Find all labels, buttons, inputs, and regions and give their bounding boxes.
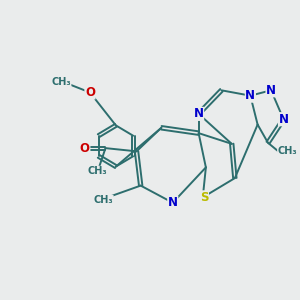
Text: CH₃: CH₃ <box>87 166 107 176</box>
Text: N: N <box>194 107 204 120</box>
Text: CH₃: CH₃ <box>51 77 71 87</box>
Text: S: S <box>200 191 208 204</box>
Text: CH₃: CH₃ <box>94 195 113 205</box>
Text: CH₃: CH₃ <box>278 146 297 156</box>
Text: N: N <box>168 196 178 209</box>
Text: O: O <box>85 86 95 99</box>
Text: O: O <box>80 142 90 154</box>
Text: N: N <box>278 113 289 126</box>
Text: N: N <box>245 89 255 102</box>
Text: N: N <box>266 84 276 97</box>
